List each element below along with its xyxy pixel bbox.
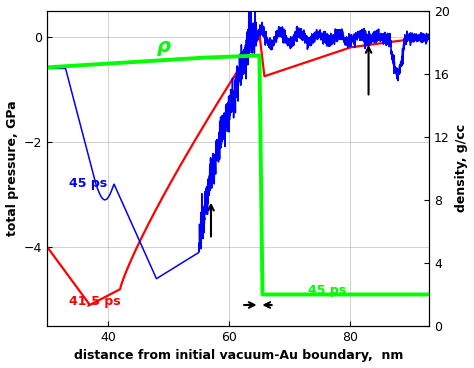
X-axis label: distance from initial vacuum-Au boundary,  nm: distance from initial vacuum-Au boundary… <box>73 350 403 362</box>
Text: 41,5 ps: 41,5 ps <box>69 295 120 308</box>
Y-axis label: total pressure, GPa: total pressure, GPa <box>6 100 18 236</box>
Text: ρ: ρ <box>156 36 171 56</box>
Y-axis label: density, g/cc: density, g/cc <box>456 124 468 212</box>
Text: 45 ps: 45 ps <box>308 284 346 297</box>
Text: 45 ps: 45 ps <box>69 177 107 190</box>
